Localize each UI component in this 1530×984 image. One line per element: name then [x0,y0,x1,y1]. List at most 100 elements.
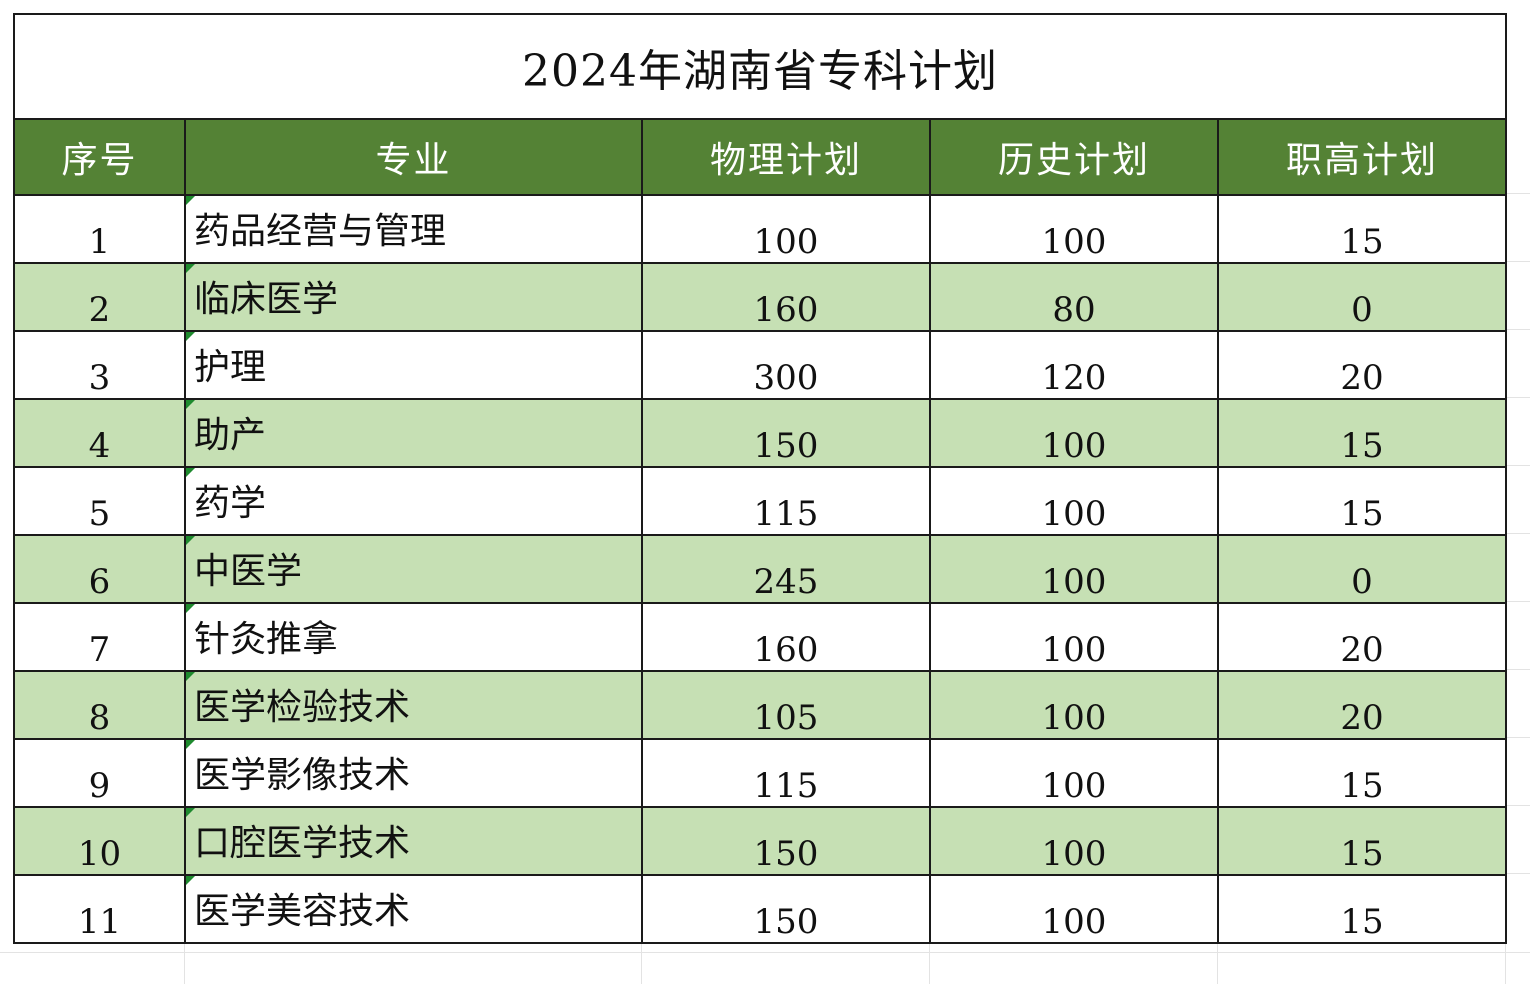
cell-vocational[interactable]: 15 [1217,874,1507,944]
major-name: 临床医学 [194,279,339,320]
gridline [1507,601,1530,602]
gridline [1507,193,1530,194]
cell-major[interactable]: 临床医学 [184,262,643,332]
major-name: 中医学 [194,551,303,592]
header-major[interactable]: 专业 [184,118,643,196]
cell-index[interactable]: 10 [13,806,186,876]
cell-history[interactable]: 100 [929,670,1219,740]
text-number-indicator [186,264,195,273]
header-index[interactable]: 序号 [13,118,186,196]
cell-index[interactable]: 7 [13,602,186,672]
plan-table: 2024年湖南省专科计划 序号 专业 物理计划 历史计划 职高计划 1 药品经营… [13,13,1507,944]
cell-physics[interactable]: 150 [641,874,931,944]
cell-history[interactable]: 120 [929,330,1219,400]
cell-index[interactable]: 3 [13,330,186,400]
cell-major[interactable]: 护理 [184,330,643,400]
major-name: 医学检验技术 [194,687,411,728]
cell-vocational[interactable]: 15 [1217,194,1507,264]
cell-index[interactable]: 11 [13,874,186,944]
cell-vocational[interactable]: 15 [1217,738,1507,808]
cell-index[interactable]: 5 [13,466,186,536]
cell-physics[interactable]: 100 [641,194,931,264]
gridline [1507,465,1530,466]
text-number-indicator [186,332,195,341]
cell-major[interactable]: 药学 [184,466,643,536]
cell-major[interactable]: 口腔医学技术 [184,806,643,876]
cell-physics[interactable]: 105 [641,670,931,740]
table-row: 9 医学影像技术 115 100 15 [13,738,1507,808]
cell-history[interactable]: 100 [929,194,1219,264]
cell-history[interactable]: 100 [929,738,1219,808]
major-name: 医学影像技术 [194,755,411,796]
gridline [1507,533,1530,534]
table-row: 7 针灸推拿 160 100 20 [13,602,1507,672]
header-vocational-plan[interactable]: 职高计划 [1217,118,1507,196]
cell-major[interactable]: 医学检验技术 [184,670,643,740]
cell-vocational[interactable]: 0 [1217,534,1507,604]
cell-vocational[interactable]: 15 [1217,398,1507,468]
table-row: 4 助产 150 100 15 [13,398,1507,468]
gridline [641,942,642,984]
gridline [1507,737,1530,738]
text-number-indicator [186,876,195,885]
cell-vocational[interactable]: 20 [1217,330,1507,400]
cell-major[interactable]: 药品经营与管理 [184,194,643,264]
text-number-indicator [186,196,195,205]
cell-vocational[interactable]: 20 [1217,670,1507,740]
cell-vocational[interactable]: 15 [1217,806,1507,876]
text-number-indicator [186,808,195,817]
cell-physics[interactable]: 115 [641,738,931,808]
text-number-indicator [186,672,195,681]
gridline [1507,873,1530,874]
cell-history[interactable]: 100 [929,466,1219,536]
cell-physics[interactable]: 160 [641,262,931,332]
text-number-indicator [186,740,195,749]
text-number-indicator [186,468,195,477]
cell-major[interactable]: 助产 [184,398,643,468]
cell-physics[interactable]: 150 [641,806,931,876]
text-number-indicator [186,400,195,409]
major-name: 医学美容技术 [194,891,411,932]
cell-major[interactable]: 中医学 [184,534,643,604]
major-name: 口腔医学技术 [194,823,411,864]
text-number-indicator [186,536,195,545]
cell-index[interactable]: 2 [13,262,186,332]
cell-major[interactable]: 医学影像技术 [184,738,643,808]
cell-physics[interactable]: 160 [641,602,931,672]
cell-history[interactable]: 100 [929,398,1219,468]
cell-history[interactable]: 100 [929,874,1219,944]
table-row: 10 口腔医学技术 150 100 15 [13,806,1507,876]
major-name: 助产 [194,415,267,456]
text-number-indicator [186,604,195,613]
header-history-plan[interactable]: 历史计划 [929,118,1219,196]
header-physics-plan[interactable]: 物理计划 [641,118,931,196]
cell-physics[interactable]: 115 [641,466,931,536]
cell-history[interactable]: 80 [929,262,1219,332]
cell-history[interactable]: 100 [929,602,1219,672]
cell-index[interactable]: 6 [13,534,186,604]
cell-index[interactable]: 4 [13,398,186,468]
table-title[interactable]: 2024年湖南省专科计划 [13,13,1507,120]
cell-major[interactable]: 针灸推拿 [184,602,643,672]
gridline [0,952,1530,953]
cell-physics[interactable]: 300 [641,330,931,400]
cell-history[interactable]: 100 [929,534,1219,604]
gridline [929,942,930,984]
table-row: 8 医学检验技术 105 100 20 [13,670,1507,740]
gridline [184,942,185,984]
cell-index[interactable]: 1 [13,194,186,264]
cell-vocational[interactable]: 15 [1217,466,1507,536]
major-name: 针灸推拿 [194,619,339,660]
gridline [1507,329,1530,330]
cell-history[interactable]: 100 [929,806,1219,876]
cell-physics[interactable]: 245 [641,534,931,604]
cell-index[interactable]: 8 [13,670,186,740]
gridline [1217,942,1218,984]
table-row: 6 中医学 245 100 0 [13,534,1507,604]
cell-index[interactable]: 9 [13,738,186,808]
cell-major[interactable]: 医学美容技术 [184,874,643,944]
cell-vocational[interactable]: 0 [1217,262,1507,332]
cell-physics[interactable]: 150 [641,398,931,468]
cell-vocational[interactable]: 20 [1217,602,1507,672]
